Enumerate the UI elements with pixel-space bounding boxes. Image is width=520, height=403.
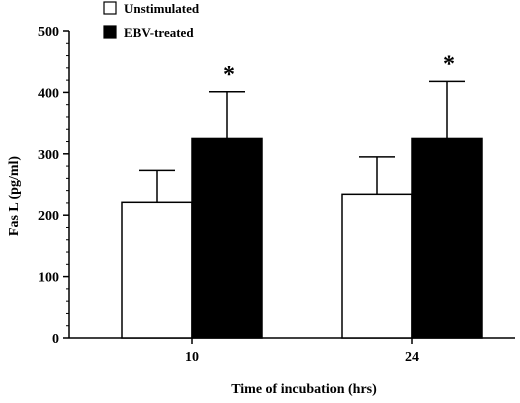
legend-swatch-unstimulated	[103, 1, 117, 15]
bar-unstimulated	[121, 201, 193, 339]
legend-label: EBV-treated	[124, 25, 194, 40]
y-tick-label: 0	[52, 332, 59, 347]
x-axis: 10 24	[69, 337, 515, 365]
legend-swatch-ebv-treated	[103, 25, 117, 39]
y-tick-label: 100	[38, 271, 59, 286]
x-axis-title: Time of incubation (hrs)	[231, 382, 377, 397]
significance-markers: * *	[223, 51, 455, 87]
legend: Unstimulated EBV-treated	[103, 1, 200, 40]
bar-ebv-treated	[191, 137, 263, 339]
y-tick-label: 200	[38, 209, 59, 224]
y-tick-label: 500	[38, 25, 59, 40]
significance-asterisk: *	[443, 51, 455, 77]
y-axis: 0 100 200 300 400 500	[38, 25, 70, 347]
error-bars	[139, 80, 465, 203]
y-axis-title: Fas L (pg/ml)	[7, 156, 22, 236]
significance-asterisk: *	[223, 62, 235, 88]
y-tick-label: 300	[38, 148, 59, 163]
bar-unstimulated	[341, 193, 413, 339]
bar-ebv-treated	[411, 137, 483, 339]
y-tick-label: 400	[38, 86, 59, 101]
bars	[121, 137, 483, 339]
x-tick-label: 24	[405, 350, 419, 365]
legend-label: Unstimulated	[124, 1, 200, 16]
x-tick-label: 10	[185, 350, 199, 365]
